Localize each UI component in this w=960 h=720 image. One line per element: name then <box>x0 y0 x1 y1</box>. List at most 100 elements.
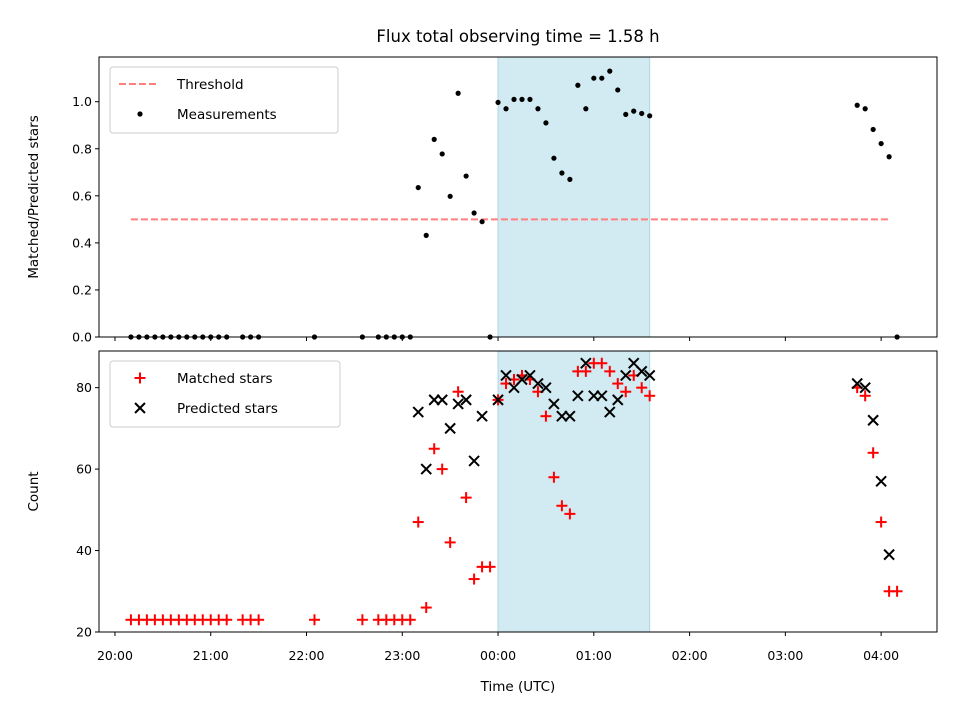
data-point <box>886 154 892 160</box>
data-point <box>596 390 608 402</box>
data-point <box>604 365 616 377</box>
data-point <box>556 500 568 512</box>
data-point <box>583 106 589 112</box>
x-tick-label: 20:00 <box>97 648 133 663</box>
legend: Matched stars Predicted stars <box>109 360 341 428</box>
x-stroke-b <box>643 369 656 382</box>
x-stroke-b <box>883 548 895 561</box>
x-stroke-b <box>572 390 584 402</box>
data-point <box>867 414 879 426</box>
data-point <box>444 422 456 435</box>
x-stroke-b <box>540 381 552 394</box>
data-point <box>567 176 573 182</box>
data-point <box>460 394 472 406</box>
data-point <box>535 106 541 112</box>
data-point <box>527 96 533 102</box>
data-point <box>420 602 432 614</box>
axes-frame <box>98 56 938 338</box>
x-tick-label: 23:00 <box>384 648 420 663</box>
data-point <box>516 373 528 386</box>
data-point <box>476 410 488 422</box>
data-point <box>463 173 469 179</box>
data-point <box>875 516 887 528</box>
data-point <box>404 614 416 626</box>
x-tick-label: 21:00 <box>193 648 229 663</box>
legend-box <box>109 66 339 134</box>
x-stroke-b <box>468 455 480 467</box>
series-matched-stars <box>125 357 903 626</box>
data-point <box>639 110 645 117</box>
axes-frame <box>98 350 938 633</box>
x-stroke-b <box>444 422 456 435</box>
x-stroke-b <box>580 357 592 369</box>
x-tick-label: 01:00 <box>576 648 612 663</box>
data-point <box>423 232 429 238</box>
data-point <box>548 471 560 483</box>
x-stroke-b <box>596 390 608 402</box>
y-tick-label: 60 <box>76 462 92 477</box>
data-point <box>548 398 560 410</box>
data-point <box>572 390 584 402</box>
data-point <box>468 573 480 585</box>
x-stroke-b <box>867 414 879 426</box>
bottom-panel: 20 40 60 80 20:00 21:00 22:00 23:00 00:00 01:00 02… <box>26 350 938 663</box>
data-point <box>447 193 453 199</box>
data-point <box>615 87 621 93</box>
data-point <box>253 614 265 626</box>
data-point <box>631 108 637 114</box>
x-stroke-b <box>524 369 536 382</box>
legend-marker <box>134 402 146 414</box>
data-point <box>580 357 592 369</box>
x-stroke-b <box>516 373 528 386</box>
data-point <box>620 386 632 398</box>
data-point <box>612 394 624 406</box>
data-point <box>503 106 509 112</box>
data-point <box>471 210 477 216</box>
series-measurements <box>128 68 900 340</box>
y-tick-label: 20 <box>76 625 92 640</box>
data-point <box>878 140 884 147</box>
x-axis-label: Time (UTC) <box>480 679 556 695</box>
x-stroke-b <box>875 475 887 488</box>
series-predicted-stars <box>412 357 895 561</box>
data-point <box>532 377 544 390</box>
data-point <box>859 381 871 394</box>
data-point <box>436 394 448 406</box>
data-point <box>420 463 432 475</box>
data-point <box>575 82 581 88</box>
legend-label: Threshold <box>176 77 244 93</box>
data-point <box>519 96 525 102</box>
data-point <box>644 390 656 402</box>
y-tick-label: 0.0 <box>72 330 92 345</box>
data-point <box>495 99 501 106</box>
data-point <box>875 475 887 488</box>
x-tick-label: 22:00 <box>288 648 324 663</box>
data-point <box>643 369 656 382</box>
y-tick-label: 0.4 <box>72 235 92 250</box>
x-stroke-b <box>452 398 464 410</box>
x-stroke-b <box>532 377 544 390</box>
legend-label: Predicted stars <box>177 401 278 417</box>
data-point <box>543 120 549 126</box>
data-point <box>623 111 629 118</box>
data-point <box>428 443 440 455</box>
x-stroke-b <box>476 410 488 422</box>
y-tick-label: 40 <box>76 543 92 558</box>
x-stroke-b <box>635 365 648 378</box>
x-stroke-b <box>460 394 472 406</box>
legend: Threshold Measurements <box>109 66 339 134</box>
y-tick-label: 0.8 <box>72 141 92 156</box>
data-point <box>564 508 576 520</box>
data-point <box>647 113 653 119</box>
data-point <box>867 447 879 459</box>
data-point <box>854 102 860 108</box>
data-point <box>439 151 445 157</box>
legend-marker <box>134 372 146 384</box>
data-point <box>612 378 624 390</box>
y-tick-label: 1.0 <box>72 94 92 109</box>
legend-marker <box>137 111 143 117</box>
data-point <box>415 184 421 191</box>
data-point <box>604 406 616 418</box>
data-point <box>511 96 517 102</box>
